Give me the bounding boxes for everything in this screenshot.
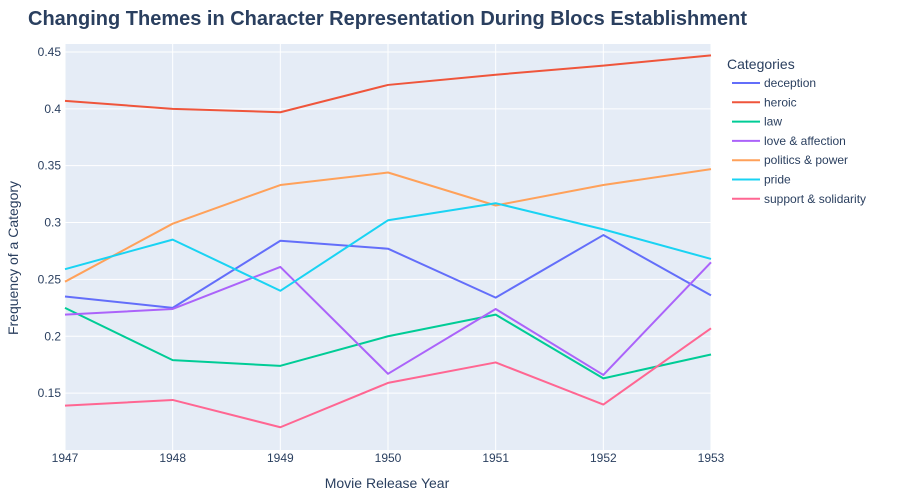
x-tick-label: 1948 bbox=[159, 451, 186, 465]
y-axis: 0.15 0.2 0.25 0.3 0.35 0.4 0.45 bbox=[38, 45, 62, 400]
series-line-law bbox=[64, 306, 712, 380]
legend-label: pride bbox=[764, 173, 791, 187]
legend-label: law bbox=[764, 115, 782, 129]
legend-title: Categories bbox=[727, 56, 795, 72]
series-layer bbox=[64, 54, 712, 429]
legend-label: support & solidarity bbox=[764, 192, 866, 206]
series-line-politics-power bbox=[64, 168, 712, 283]
legend-item-heroic[interactable]: heroic bbox=[732, 95, 797, 109]
y-tick-label: 0.15 bbox=[38, 386, 62, 400]
legend[interactable]: Categories deception heroic law love & affe… bbox=[727, 56, 866, 206]
legend-item-politics-power[interactable]: politics & power bbox=[732, 153, 848, 167]
x-tick-label: 1952 bbox=[590, 451, 617, 465]
legend-item-pride[interactable]: pride bbox=[732, 173, 791, 187]
series-line-support-solidarity bbox=[64, 327, 712, 429]
legend-item-love-affection[interactable]: love & affection bbox=[732, 134, 846, 148]
legend-item-support-solidarity[interactable]: support & solidarity bbox=[732, 192, 866, 206]
x-tick-label: 1951 bbox=[482, 451, 509, 465]
legend-label: heroic bbox=[764, 95, 797, 109]
y-tick-label: 0.3 bbox=[44, 216, 61, 230]
y-tick-label: 0.2 bbox=[44, 329, 61, 343]
series-line-pride bbox=[64, 202, 712, 292]
legend-label: deception bbox=[764, 76, 816, 90]
x-tick-label: 1949 bbox=[267, 451, 294, 465]
series-line-deception bbox=[64, 234, 712, 309]
legend-item-deception[interactable]: deception bbox=[732, 76, 816, 90]
series-line-love-affection bbox=[64, 261, 712, 376]
x-axis-title: Movie Release Year bbox=[325, 475, 450, 491]
y-axis-title: Frequency of a Category bbox=[5, 181, 21, 335]
x-axis: 1947 1948 1949 1950 1951 1952 1953 bbox=[52, 451, 725, 465]
legend-item-law[interactable]: law bbox=[732, 115, 782, 129]
legend-label: love & affection bbox=[764, 134, 846, 148]
y-tick-label: 0.35 bbox=[38, 159, 62, 173]
y-tick-label: 0.45 bbox=[38, 45, 62, 59]
x-tick-label: 1950 bbox=[375, 451, 402, 465]
x-tick-label: 1953 bbox=[698, 451, 725, 465]
y-tick-label: 0.4 bbox=[44, 102, 61, 116]
series-line-heroic bbox=[64, 54, 712, 114]
x-tick-label: 1947 bbox=[52, 451, 79, 465]
y-tick-label: 0.25 bbox=[38, 272, 62, 286]
chart-title: Changing Themes in Character Representat… bbox=[28, 8, 747, 30]
legend-label: politics & power bbox=[764, 153, 848, 167]
plot-area bbox=[64, 44, 712, 450]
